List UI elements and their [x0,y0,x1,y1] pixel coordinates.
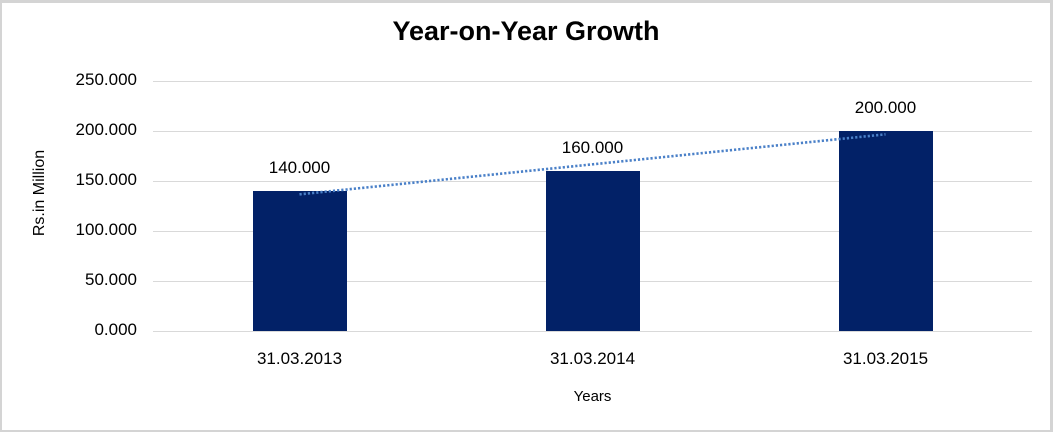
x-axis-title: Years [573,388,612,405]
bar-slot: 140.000 [153,81,446,331]
bar-31.03.2013[interactable] [252,191,347,331]
trendline[interactable] [299,133,886,196]
y-tick-label: 200.000 [75,120,137,139]
plot-area: 140.000 160.000 200.000 [153,81,1032,332]
gridline [153,81,1032,82]
y-axis: 250.000 200.000 150.000 100.000 50.000 0.000 [2,70,137,339]
gridline [153,331,1032,332]
trendline-layer [299,133,886,196]
bar-value-label: 200.000 [854,98,917,117]
bar-slot: 160.000 [446,81,739,331]
x-tick-label: 31.03.2015 [842,349,929,368]
y-tick-label: 50.000 [85,270,137,289]
gridline [153,131,1032,132]
x-tick-label: 31.03.2014 [549,349,636,368]
bars: 140.000 160.000 200.000 [153,81,1032,331]
bar-value-label: 160.000 [561,138,624,157]
y-tick-label: 250.000 [75,70,137,89]
y-tick-label: 150.000 [75,170,137,189]
bar-31.03.2014[interactable] [545,171,640,331]
y-tick-label: 100.000 [75,220,137,239]
bar-31.03.2015[interactable] [838,131,933,331]
y-tick-label: 0.000 [94,320,137,339]
chart-title: Year-on-Year Growth [392,16,660,46]
x-tick-label: 31.03.2013 [256,349,343,368]
bar-value-label: 140.000 [268,158,331,177]
bar-slot: 200.000 [739,81,1032,331]
x-axis: 31.03.2013 31.03.2014 31.03.2015 [153,349,1032,369]
